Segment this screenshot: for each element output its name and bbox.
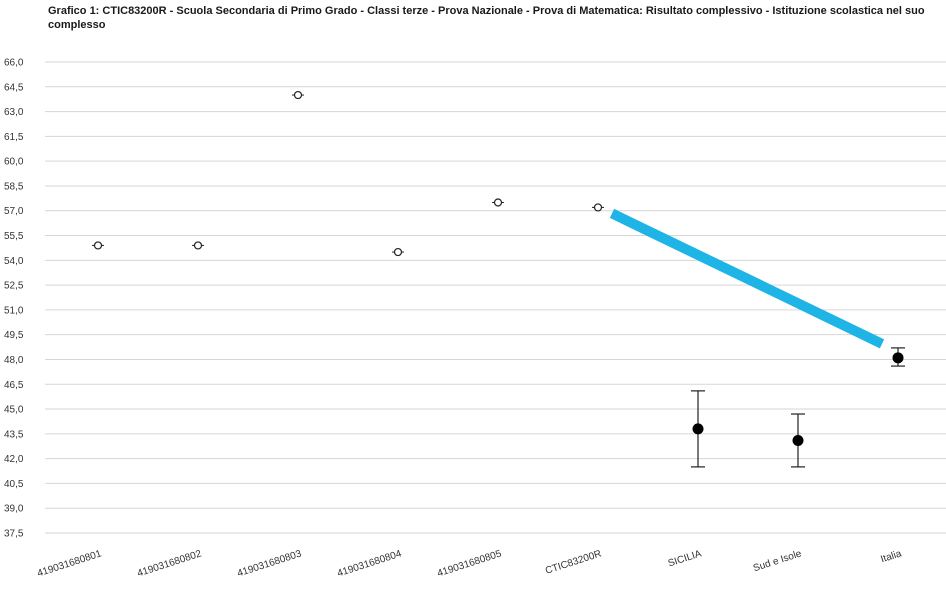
data-point: [393, 247, 403, 257]
annotation-layer: [609, 208, 885, 349]
data-point: [892, 352, 904, 364]
data-point: [493, 198, 503, 207]
x-tick-label: Italia: [879, 548, 903, 565]
y-tick-label: 45,0: [4, 405, 24, 416]
data-point: [593, 203, 603, 212]
x-tick-label: CTIC83200R: [544, 548, 603, 576]
x-tick-label: 419031680801: [36, 548, 103, 579]
y-tick-label: 61,5: [4, 132, 24, 143]
y-tick-label: 42,0: [4, 454, 24, 465]
y-tick-label: 58,5: [4, 181, 24, 192]
y-tick-label: 52,5: [4, 281, 24, 292]
y-tick-label: 64,5: [4, 82, 24, 93]
y-tick-label: 37,5: [4, 529, 24, 540]
y-tick-label: 46,5: [4, 380, 24, 391]
y-tick-label: 48,0: [4, 355, 24, 366]
data-point: [792, 434, 804, 446]
x-tick-label: 419031680803: [236, 548, 303, 579]
y-tick-label: 39,0: [4, 504, 24, 515]
x-axis-ticks: 419031680801 419031680802 419031680803 4190…: [36, 548, 903, 579]
chart-title: Grafico 1: CTIC83200R - Scuola Secondari…: [48, 5, 925, 31]
y-tick-label: 57,0: [4, 206, 24, 217]
data-point: [293, 90, 303, 100]
y-tick-label: 66,0: [4, 58, 24, 69]
y-tick-label: 51,0: [4, 305, 24, 316]
annotation-line: [609, 208, 885, 349]
y-tick-label: 43,5: [4, 429, 24, 440]
x-tick-label: SICILIA: [667, 548, 703, 569]
error-bars: [691, 347, 905, 468]
data-points: [92, 90, 904, 446]
y-tick-label: 63,0: [4, 107, 24, 118]
y-tick-label: 60,0: [4, 157, 24, 168]
gridlines: [45, 61, 946, 534]
x-tick-label: 419031680805: [436, 548, 503, 579]
y-axis-ticks: 37,5 39,0 40,5 42,0 43,5 45,0 46,5 48,0 49,5 51,0…: [4, 58, 24, 540]
y-tick-label: 49,5: [4, 330, 24, 341]
data-point: [692, 423, 704, 435]
data-point: [93, 241, 103, 250]
x-tick-label: Sud e Isole: [752, 548, 803, 574]
x-tick-label: 419031680802: [136, 548, 203, 579]
y-tick-label: 54,0: [4, 256, 24, 267]
data-point: [193, 241, 203, 250]
x-tick-label: 419031680804: [336, 548, 403, 579]
y-tick-label: 55,5: [4, 231, 24, 242]
y-tick-label: 40,5: [4, 479, 24, 490]
